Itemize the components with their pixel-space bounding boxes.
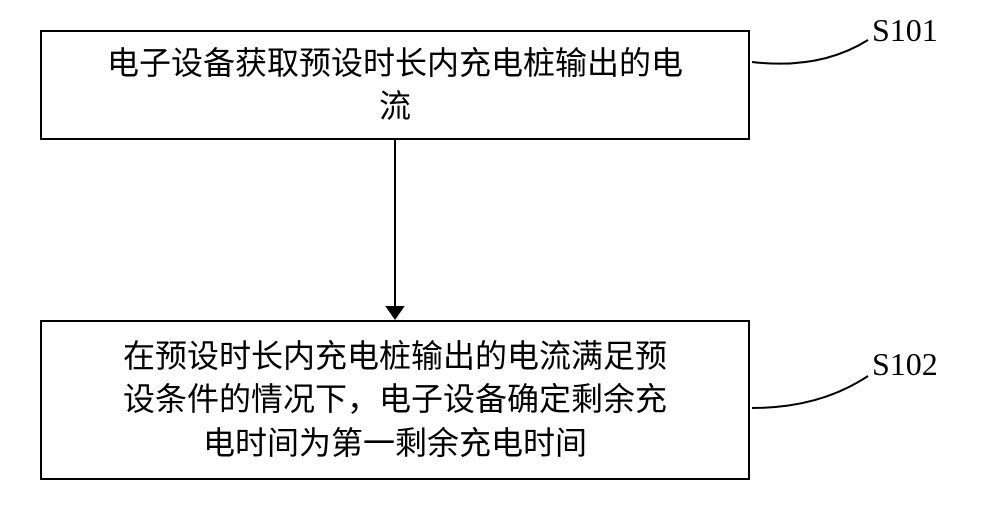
step-label-s102: S102 [872,346,938,383]
flow-node-s102: 在预设时长内充电桩输出的电流满足预 设条件的情况下，电子设备确定剩余充 电时间为… [40,320,750,480]
step-label-s101: S101 [872,12,938,49]
flowchart-canvas: 电子设备获取预设时长内充电桩输出的电 流 S101 在预设时长内充电桩输出的电流满足… [0,0,1000,524]
arrowhead-icon [385,306,405,320]
flow-node-s101: 电子设备获取预设时长内充电桩输出的电 流 [40,30,750,140]
label-connector [752,40,868,64]
flow-node-text: 电子设备获取预设时长内充电桩输出的电 流 [42,42,748,128]
label-connector [752,376,868,408]
flow-node-text: 在预设时长内充电桩输出的电流满足预 设条件的情况下，电子设备确定剩余充 电时间为… [42,335,748,465]
